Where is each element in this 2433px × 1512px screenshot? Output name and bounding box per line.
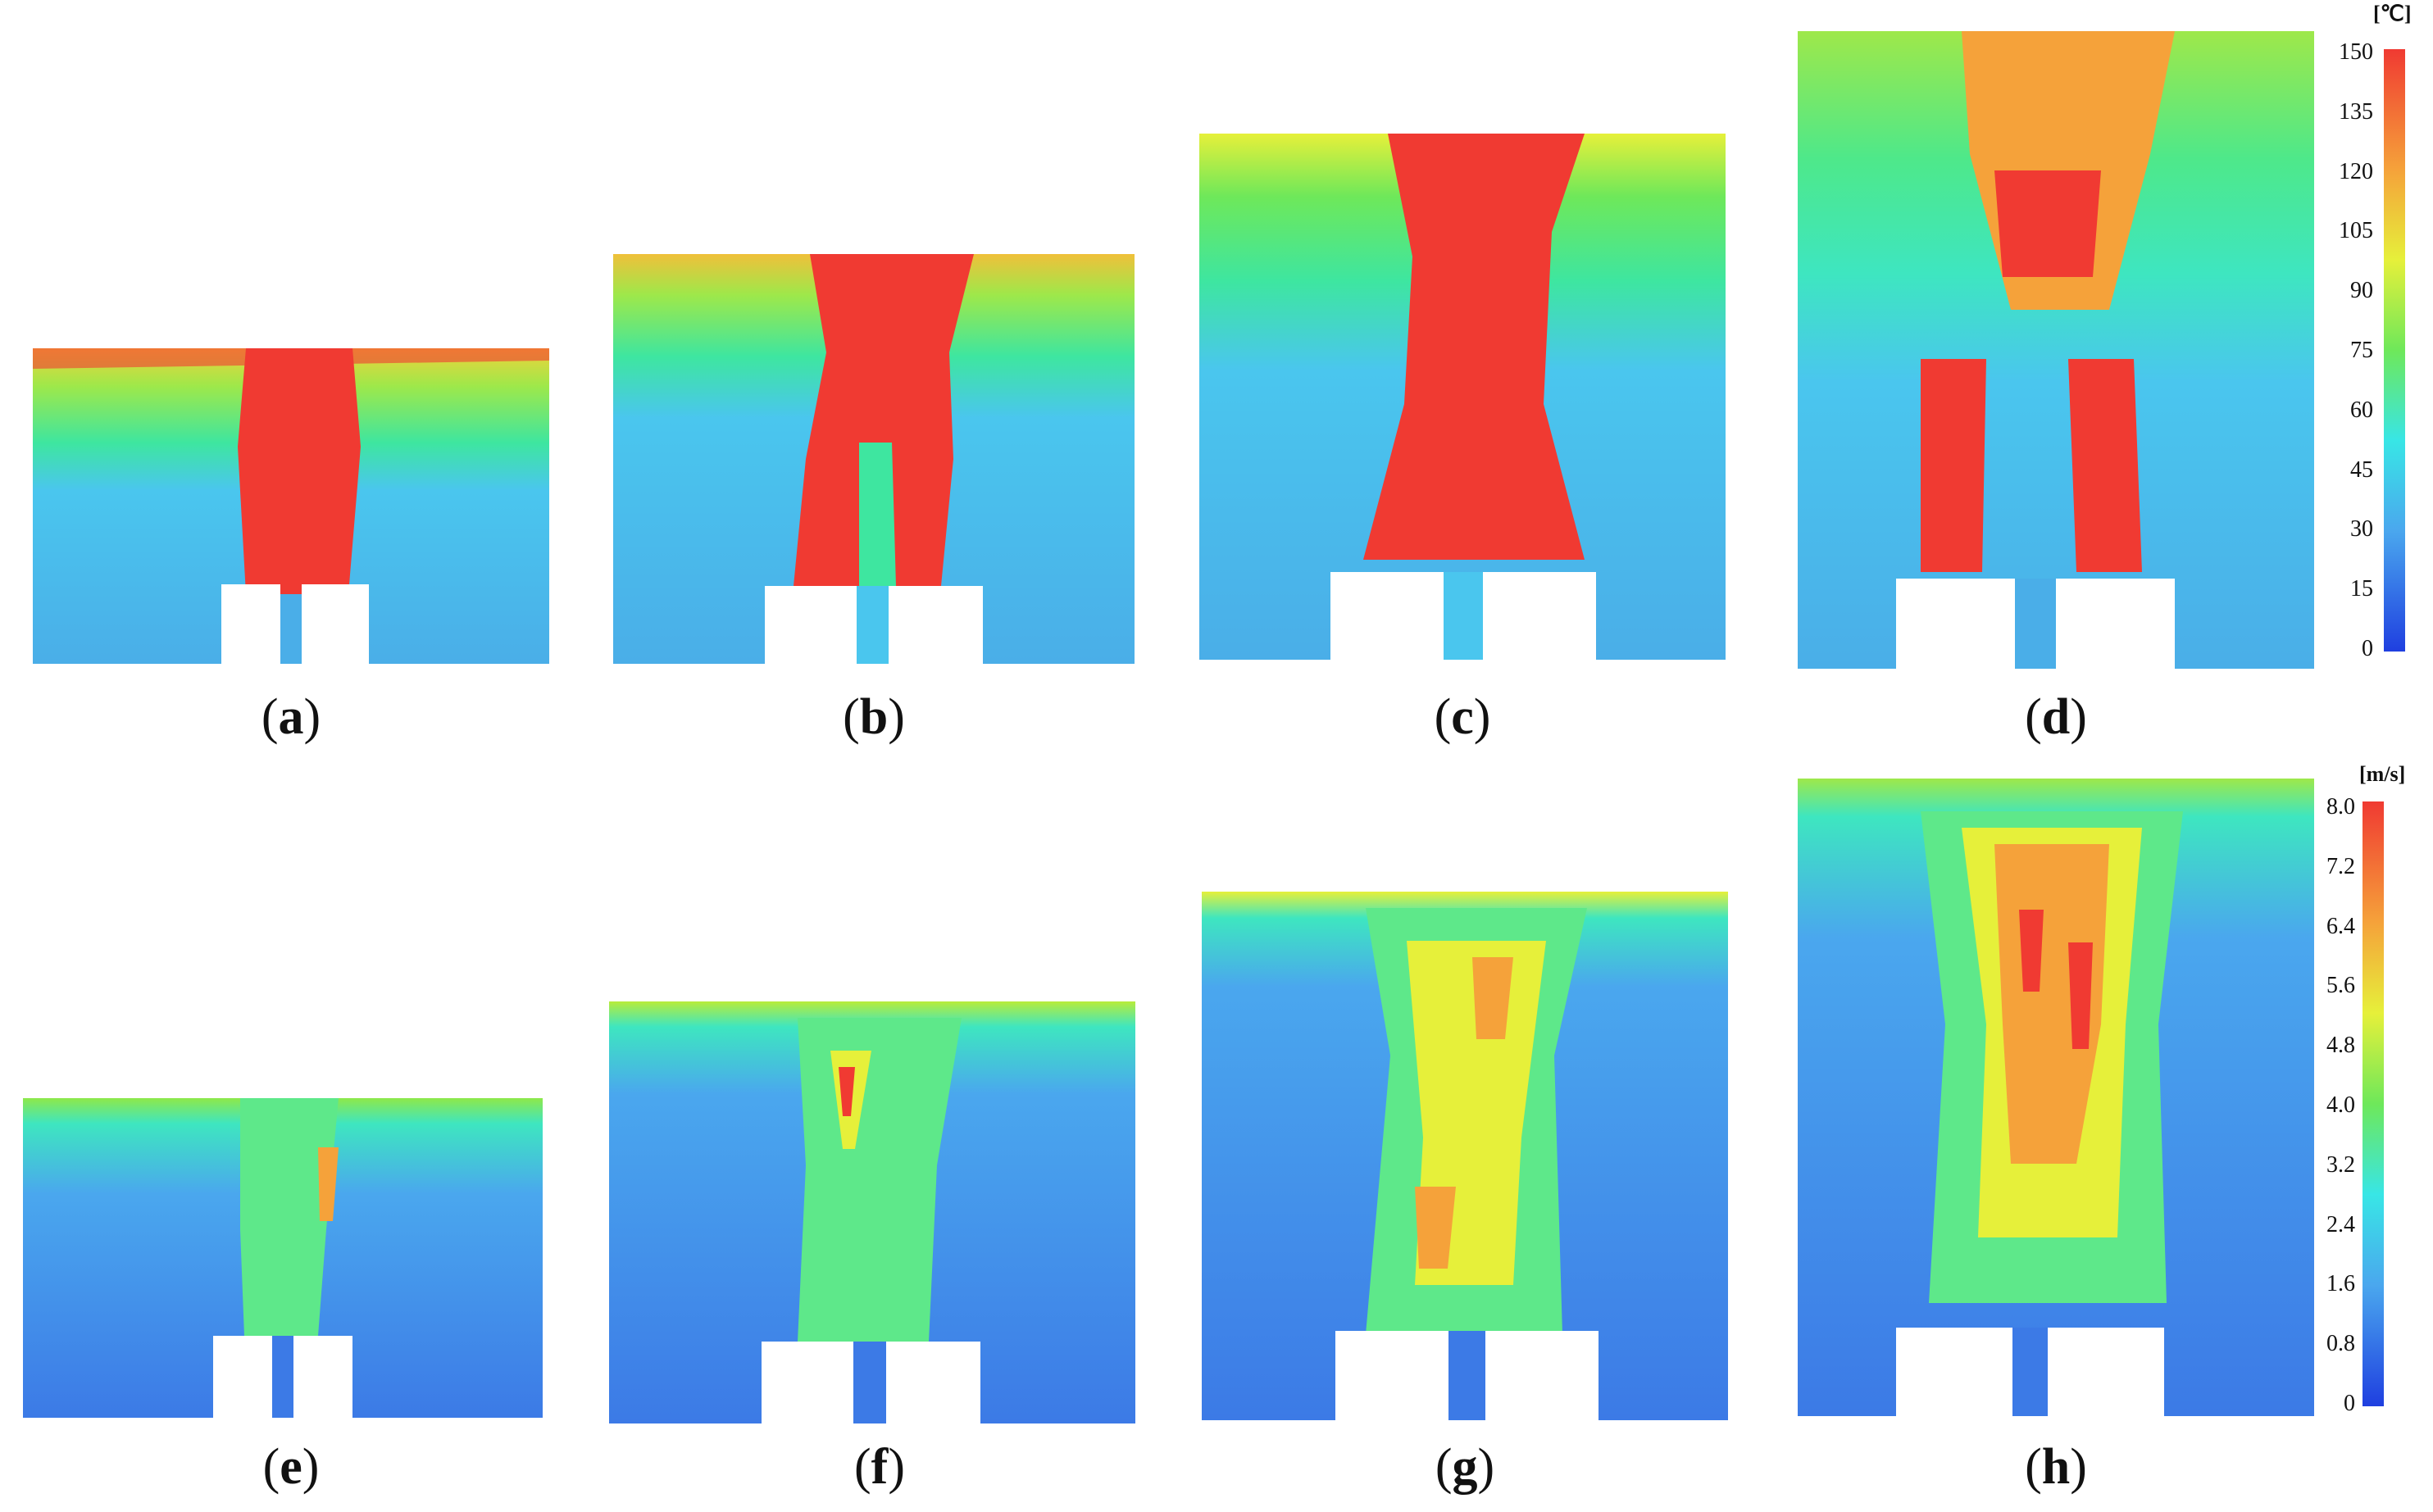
temperature-unit-label: [℃] bbox=[2373, 2, 2412, 25]
temperature-tick-3: 105 bbox=[2339, 218, 2373, 244]
velocity-tick-2: 6.4 bbox=[2326, 913, 2355, 939]
caption-a: (a) bbox=[261, 689, 321, 745]
velocity-colorbar bbox=[2363, 801, 2384, 1406]
velocity-tick-1: 7.2 bbox=[2326, 853, 2355, 879]
velocity-tick-10: 0 bbox=[2344, 1391, 2355, 1416]
velocity-tick-6: 3.2 bbox=[2326, 1151, 2355, 1178]
caption-b: (b) bbox=[843, 689, 905, 745]
temperature-tick-5: 75 bbox=[2350, 338, 2373, 363]
caption-e: (e) bbox=[262, 1439, 320, 1495]
panel-c-temperature-field bbox=[1199, 134, 1726, 660]
caption-d: (d) bbox=[2025, 689, 2087, 745]
temperature-tick-6: 60 bbox=[2350, 397, 2373, 423]
velocity-tick-0: 8.0 bbox=[2326, 794, 2355, 820]
temperature-tick-8: 30 bbox=[2350, 516, 2373, 543]
velocity-tick-7: 2.4 bbox=[2326, 1211, 2355, 1237]
velocity-tick-3: 5.6 bbox=[2326, 973, 2355, 999]
panel-e-velocity-field bbox=[23, 1098, 543, 1418]
temperature-tick-9: 15 bbox=[2350, 576, 2373, 602]
velocity-tick-9: 0.8 bbox=[2326, 1331, 2355, 1357]
panel-b-temperature-field bbox=[613, 254, 1135, 664]
panel-d-temperature-field bbox=[1798, 31, 2314, 669]
caption-f: (f) bbox=[854, 1439, 905, 1495]
temperature-tick-2: 120 bbox=[2339, 158, 2373, 184]
temperature-tick-4: 90 bbox=[2350, 278, 2373, 304]
velocity-tick-5: 4.0 bbox=[2326, 1092, 2355, 1118]
velocity-tick-8: 1.6 bbox=[2326, 1271, 2355, 1297]
velocity-tick-4: 4.8 bbox=[2326, 1033, 2355, 1059]
temperature-tick-10: 0 bbox=[2362, 636, 2373, 661]
panel-h-velocity-field bbox=[1798, 779, 2314, 1416]
caption-g: (g) bbox=[1435, 1439, 1495, 1495]
temperature-tick-7: 45 bbox=[2350, 456, 2373, 483]
temperature-tick-0: 150 bbox=[2339, 39, 2373, 65]
temperature-tick-1: 135 bbox=[2339, 98, 2373, 125]
velocity-unit-label: [m/s] bbox=[2359, 762, 2406, 786]
caption-c: (c) bbox=[1434, 689, 1491, 745]
panel-g-velocity-field bbox=[1202, 892, 1728, 1420]
panel-a-temperature-field bbox=[33, 348, 549, 664]
temperature-colorbar bbox=[2384, 49, 2405, 652]
panel-f-velocity-field bbox=[609, 1001, 1135, 1423]
caption-h: (h) bbox=[2025, 1439, 2087, 1495]
